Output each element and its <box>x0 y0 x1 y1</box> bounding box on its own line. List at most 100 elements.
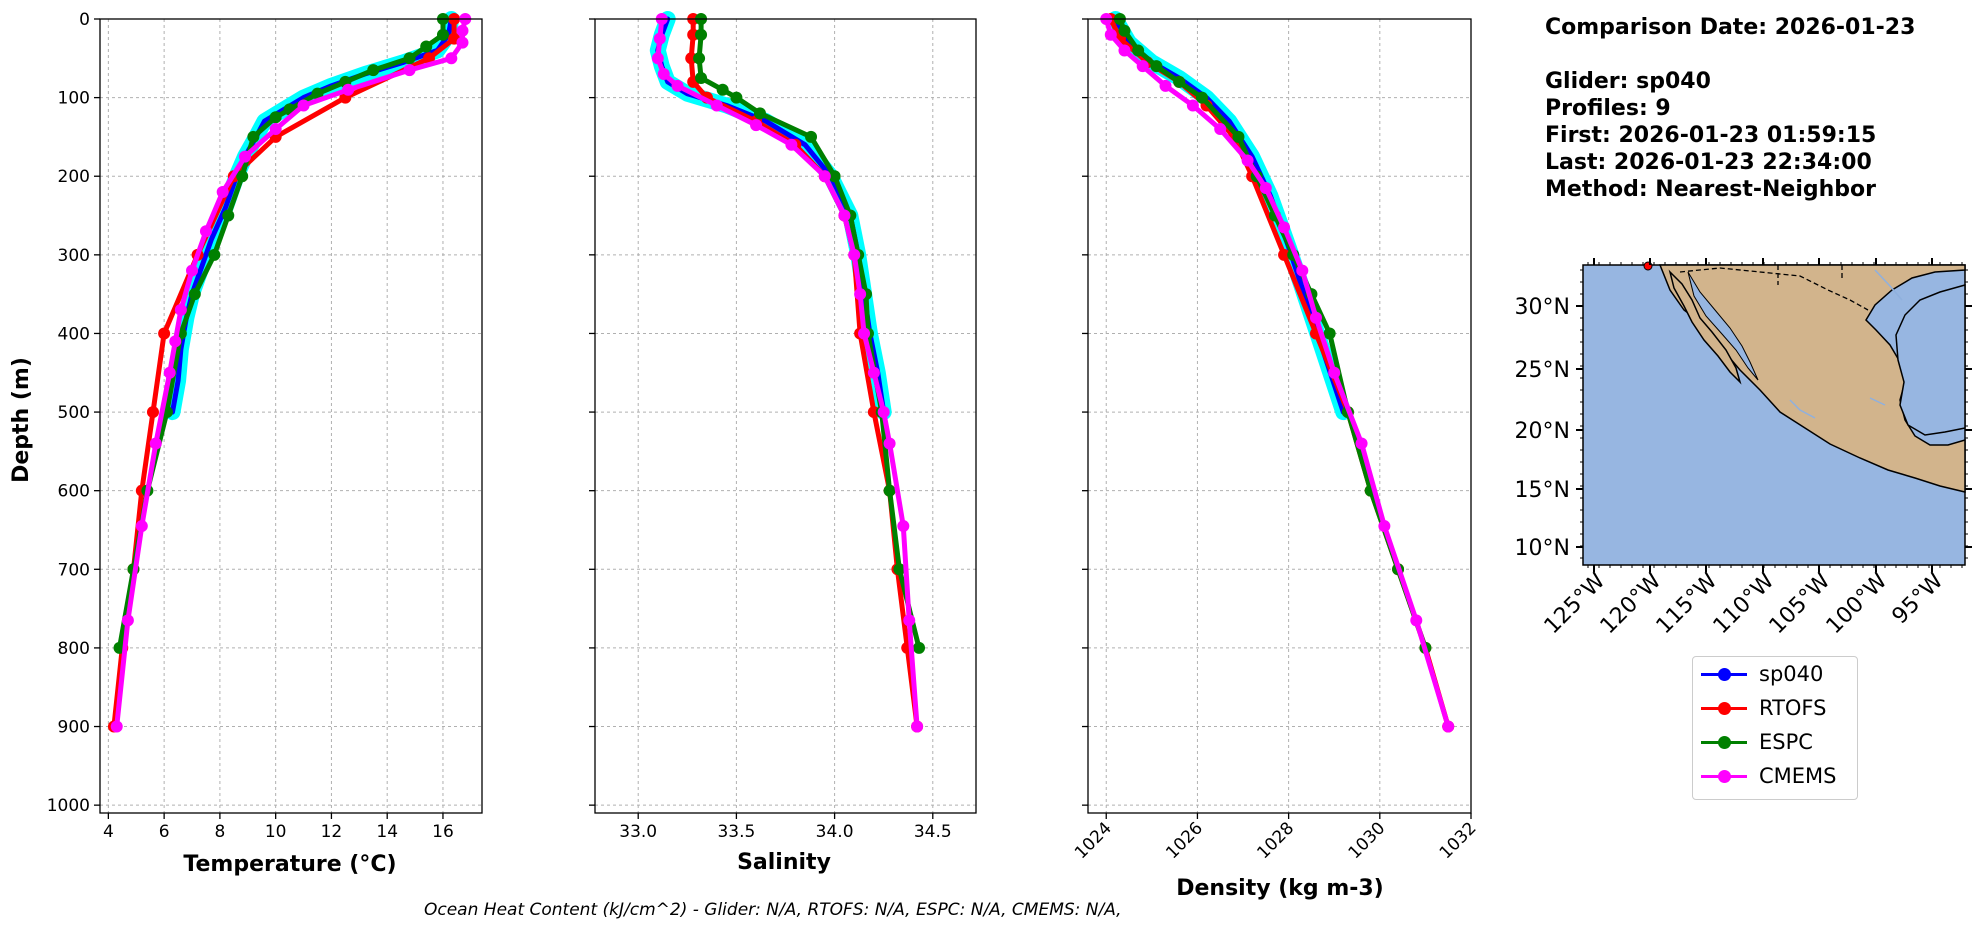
series-point-cmems <box>1296 264 1309 277</box>
legend: sp040 RTOFS ESPC CMEMS <box>1692 656 1858 800</box>
x-tick-label: 4 <box>103 822 114 842</box>
axes-frame <box>1087 18 1472 814</box>
x-tick-label: 1024 <box>1071 818 1116 863</box>
series-point-cmems <box>1442 720 1455 733</box>
series-point-cmems <box>163 366 176 379</box>
y-tick-label: 800 <box>58 639 90 659</box>
series-point-cmems <box>135 520 148 533</box>
series-point-cmems <box>653 32 666 45</box>
method: Method: Nearest-Neighbor <box>1545 177 1876 202</box>
series-point-espc <box>716 83 729 96</box>
series-point-cmems <box>903 614 916 627</box>
series-point-cmems <box>1328 366 1341 379</box>
map-gulf-of-mexico <box>1895 284 1966 436</box>
legend-item-cmems: CMEMS <box>1701 763 1837 789</box>
series-point-espc <box>208 248 221 261</box>
depth-axis-label: Depth (m) <box>9 357 34 483</box>
x-tick-label: 10 <box>265 822 287 842</box>
series-point-rtofs <box>158 327 171 340</box>
x-tick-label: 34.0 <box>816 822 854 842</box>
series-point-cmems <box>445 52 458 65</box>
series-line-cmems <box>1103 16 1451 729</box>
series-point-cmems <box>110 720 123 733</box>
series-point-cmems <box>238 150 251 163</box>
map-land <box>1658 264 1966 493</box>
series-point-espc <box>1132 44 1145 57</box>
series-point-cmems <box>1259 182 1272 195</box>
series-point-cmems <box>1159 79 1172 92</box>
series-point-espc <box>828 170 841 183</box>
series-point-espc <box>311 87 324 100</box>
x-tick-label: 33.0 <box>619 822 657 842</box>
x-tick-label: 6 <box>159 822 170 842</box>
series-point-cmems <box>297 99 310 112</box>
series-point-cmems <box>1278 221 1291 234</box>
series-point-cmems <box>1241 154 1254 167</box>
temperature-panel: 0 100 200 300 400 500 600 700 800 900 1000 4 6 8 10 12 1… <box>47 10 483 842</box>
series-point-espc <box>222 209 235 222</box>
series-point-espc <box>247 130 260 143</box>
y-tick-label: 200 <box>58 167 90 187</box>
map-lat-label: 10°N <box>1515 536 1570 561</box>
x-tick-label: 12 <box>321 822 343 842</box>
location-map: 30°N 25°N 20°N 15°N 10°N 125°W120°W115°W110°W… <box>1515 258 1972 639</box>
map-lat-label: 30°N <box>1515 295 1570 320</box>
map-rivers <box>1789 269 1903 419</box>
y-tick-label: 1000 <box>47 796 90 816</box>
density-panel: 1024 1026 1028 1030 1032 <box>1071 11 1481 863</box>
series-point-espc <box>367 64 380 77</box>
series-point-cmems <box>174 303 187 316</box>
profile-count: Profiles: 9 <box>1545 96 1671 121</box>
series-point-cmems <box>911 720 924 733</box>
x-tick-label: 14 <box>376 822 398 842</box>
series-point-espc <box>695 71 708 84</box>
series-point-cmems <box>785 138 798 151</box>
map-lon-label: 100°W <box>1822 568 1893 639</box>
series-point-cmems <box>1118 44 1131 57</box>
glider-name: Glider: sp040 <box>1545 69 1711 94</box>
last-time: Last: 2026-01-23 22:34:00 <box>1545 150 1872 175</box>
series-point-cmems <box>342 83 355 96</box>
map-borders <box>1679 265 1869 311</box>
map-lon-label: 115°W <box>1652 568 1723 639</box>
y-tick-label: 0 <box>79 10 90 30</box>
series-point-cmems <box>199 225 212 238</box>
legend-label-sp040: sp040 <box>1759 662 1824 686</box>
ocean-heat-content-note: Ocean Heat Content (kJ/cm^2) - Glider: N… <box>424 900 1122 920</box>
series-point-espc <box>1173 75 1186 88</box>
series-point-cmems <box>750 119 763 132</box>
y-tick-label: 500 <box>58 403 90 423</box>
series-point-cmems <box>403 64 416 77</box>
map-lon-label: 110°W <box>1709 568 1780 639</box>
series-point-espc <box>693 52 706 65</box>
map-lat-label: 20°N <box>1515 419 1570 444</box>
series-point-espc <box>1195 91 1208 104</box>
series-point-cmems <box>149 437 162 450</box>
series-point-espc <box>695 28 708 41</box>
legend-swatch-espc <box>1701 735 1747 749</box>
salinity-panel: 33.0 33.5 34.0 34.5 <box>589 11 977 842</box>
series-point-cmems <box>1186 99 1199 112</box>
legend-swatch-rtofs <box>1701 701 1747 715</box>
series-point-cmems <box>1104 28 1117 41</box>
y-tick-label: 300 <box>58 246 90 266</box>
map-lat-label: 15°N <box>1515 478 1570 503</box>
temperature-axis-label: Temperature (°C) <box>183 852 396 877</box>
series-point-cmems <box>169 335 182 348</box>
series-point-espc <box>1232 130 1245 143</box>
series-point-cmems <box>657 68 670 81</box>
legend-label-espc: ESPC <box>1759 730 1813 754</box>
series-point-cmems <box>186 264 199 277</box>
series-point-cmems <box>818 170 831 183</box>
legend-item-espc: ESPC <box>1701 729 1813 755</box>
series-point-cmems <box>838 209 851 222</box>
series-point-cmems <box>121 614 134 627</box>
legend-swatch-cmems <box>1701 769 1747 783</box>
series-point-cmems <box>1136 60 1149 73</box>
x-tick-label: 8 <box>214 822 225 842</box>
x-tick-label: 1026 <box>1162 818 1207 863</box>
x-tick-label: 1032 <box>1436 818 1481 863</box>
series-line-rtofs <box>1108 16 1451 729</box>
series-point-cmems <box>848 248 861 261</box>
